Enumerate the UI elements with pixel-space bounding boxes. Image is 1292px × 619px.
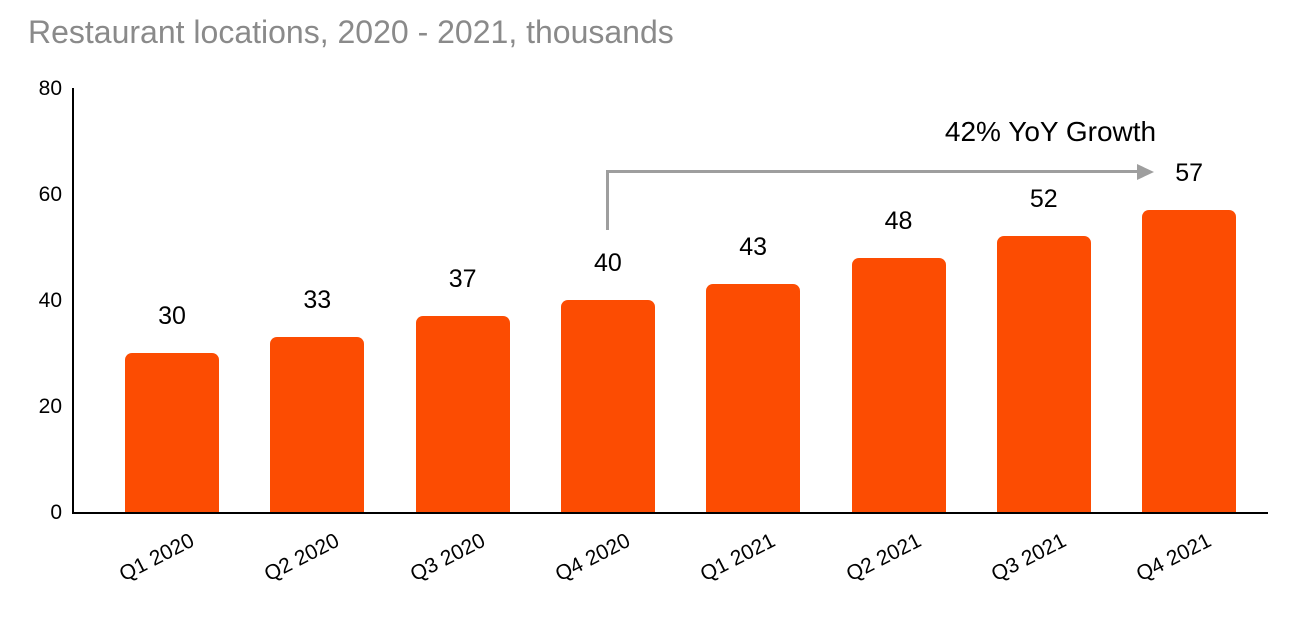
x-axis-line: [72, 512, 1268, 514]
annotation-arrow-vertical-segment: [606, 170, 610, 230]
bar-value-label-q2-2020: 33: [303, 286, 332, 315]
y-axis-line: [72, 88, 74, 514]
bar-value-label-q1-2020: 30: [158, 302, 186, 330]
y-tick-label-60: 60: [38, 183, 62, 206]
x-axis-label-q3-2020: Q3 2020: [406, 529, 489, 587]
bar-q1-2021: [706, 284, 801, 512]
bar-value-label-q1-2021: 43: [739, 233, 768, 262]
x-axis-label-q1-2021: Q1 2021: [696, 529, 780, 587]
bar-value-label-q3-2020: 37: [448, 264, 477, 293]
bar-q3-2021: [996, 236, 1091, 512]
bar-q2-2021: [851, 257, 946, 512]
x-axis-label-q2-2020: Q2 2020: [260, 529, 344, 587]
annotation-text: 42% YoY Growth: [944, 116, 1157, 147]
annotation-arrow-horizontal-segment: [606, 170, 1137, 173]
y-tick-label-20: 20: [38, 395, 62, 418]
x-axis-label-q3-2021: Q3 2021: [987, 529, 1070, 587]
bar-q1-2020: [125, 353, 219, 512]
x-axis-label-q4-2020: Q4 2020: [551, 529, 634, 587]
bar-value-label-q4-2020: 40: [593, 249, 622, 277]
y-tick-label-40: 40: [38, 289, 62, 312]
bar-value-label-q3-2021: 52: [1029, 185, 1058, 214]
bar-q4-2020: [560, 300, 655, 512]
x-axis-label-q4-2021: Q4 2021: [1132, 529, 1215, 587]
bar-value-label-q4-2021: 57: [1175, 158, 1203, 187]
y-tick-label-0: 0: [50, 501, 62, 524]
y-tick-label-80: 80: [38, 77, 62, 100]
bar-q3-2020: [415, 315, 510, 512]
chart-title: Restaurant locations, 2020 - 2021, thous…: [28, 14, 674, 50]
bar-value-label-q2-2021: 48: [884, 206, 913, 235]
x-axis-label-q1-2020: Q1 2020: [115, 529, 198, 587]
bar-q2-2020: [270, 337, 365, 512]
bar-q4-2021: [1142, 209, 1237, 512]
x-axis-label-q2-2021: Q2 2021: [842, 529, 925, 587]
annotation-arrowhead-icon: [1137, 163, 1155, 180]
